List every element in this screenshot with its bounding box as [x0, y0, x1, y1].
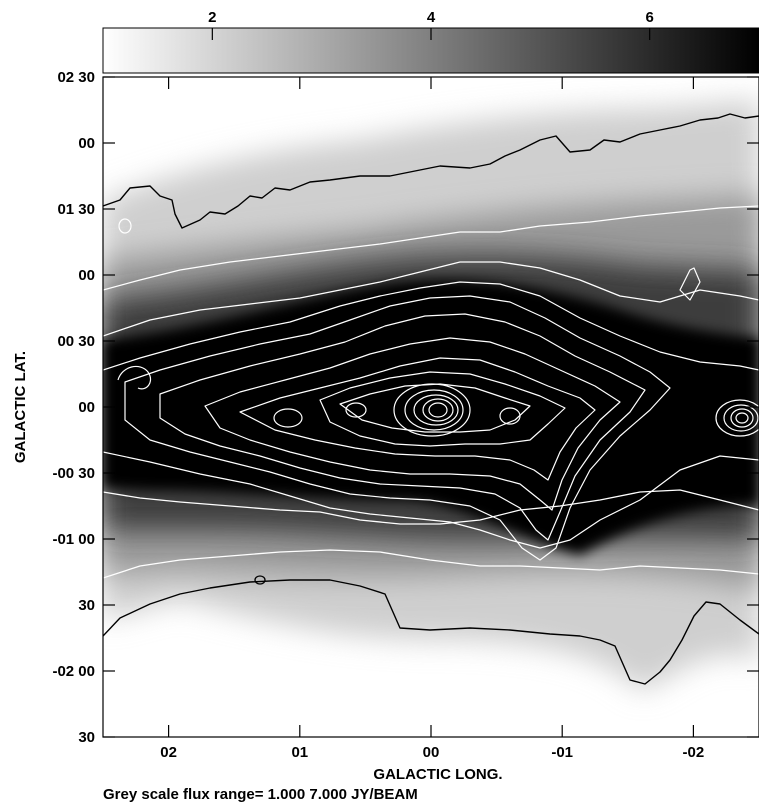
contour-4: [103, 281, 759, 549]
contour-2-upper: [103, 205, 759, 291]
contour-blob-upper-left: [118, 218, 132, 234]
y-tick-label: 00: [78, 135, 95, 152]
colorbar-tick-label: 4: [427, 9, 436, 26]
contours: [103, 113, 759, 685]
y-axis: 02 30 00 01 30 00 00 30 00 -00 30 -01 00 30 -02 0…: [52, 69, 759, 746]
secondary-peak-rings: [715, 399, 759, 437]
colorbar: 2 4 6: [102, 9, 759, 74]
contour-hook-left: [117, 365, 152, 390]
contour-knot-left-1: [273, 408, 303, 428]
x-axis-title: GALACTIC LONG.: [373, 766, 502, 783]
y-tick-label: -00 30: [52, 465, 95, 482]
colorbar-tick-label: 6: [645, 9, 653, 26]
colorbar-ticks: 2 4 6: [208, 9, 654, 40]
y-tick-label: 30: [78, 597, 95, 614]
x-axis: 02 01 00 -01 -02: [160, 77, 704, 761]
y-tick-label: 00: [78, 399, 95, 416]
contour-3: [103, 261, 759, 525]
central-peak-rings: [393, 383, 471, 437]
central-peak-ring-2: [404, 389, 464, 431]
contour-9: [319, 371, 566, 447]
contour-8: [239, 357, 596, 481]
secondary-peak-ring-3: [730, 408, 754, 428]
secondary-peak-ring-4: [735, 412, 749, 424]
flux-range-caption: Grey scale flux range= 1.000 7.000 JY/BE…: [103, 786, 418, 803]
x-tick-label: 00: [423, 744, 440, 761]
x-tick-label: -01: [551, 744, 573, 761]
y-tick-label: 01 30: [57, 201, 95, 218]
contour-2-lower: [103, 549, 759, 579]
secondary-peak-ring-1: [715, 399, 759, 437]
central-peak-ring-1: [393, 383, 471, 437]
x-tick-label: 01: [291, 744, 308, 761]
plot-area: [103, 77, 759, 737]
contour-5: [124, 295, 671, 561]
x-tick-label: -02: [683, 744, 705, 761]
central-peak-ring-3: [413, 394, 459, 426]
contour-10: [339, 383, 531, 433]
contour-6: [159, 313, 646, 541]
y-tick-label: 02 30: [57, 69, 95, 86]
colorbar-tick-label: 2: [208, 9, 216, 26]
contour-outer-lower: [103, 579, 759, 685]
contour-knot-left-2: [345, 402, 367, 418]
contour-outer-upper: [103, 113, 759, 229]
emission-core-band: [103, 279, 759, 555]
central-peak-ring-5: [428, 402, 448, 418]
y-tick-label: -02 00: [52, 663, 95, 680]
contour-knot-right: [499, 407, 521, 425]
y-tick-label: 00 30: [57, 333, 95, 350]
contour-right-notch: [679, 267, 701, 301]
contour-7: [204, 337, 621, 511]
y-tick-label: 30: [78, 729, 95, 746]
y-axis-title: GALACTIC LAT.: [12, 351, 29, 463]
central-peak-ring-4: [422, 398, 454, 422]
y-tick-label: -01 00: [52, 531, 95, 548]
secondary-peak-ring-2: [723, 404, 759, 432]
contour-blob-lower-left: [254, 575, 266, 585]
x-tick-label: 02: [160, 744, 177, 761]
y-tick-label: 00: [78, 267, 95, 284]
